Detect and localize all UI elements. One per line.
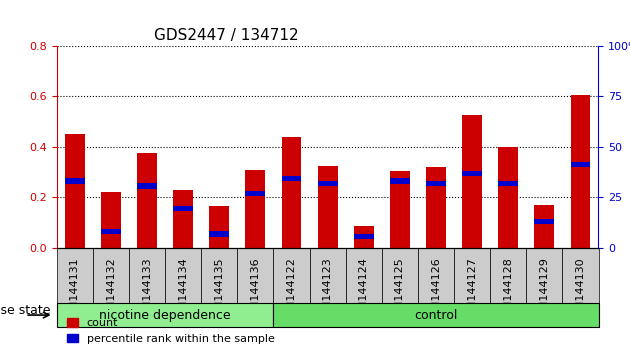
Text: disease state: disease state (0, 304, 50, 317)
Bar (209, 206, 229, 248)
Bar (65, 134, 84, 248)
Bar (65, 178, 84, 184)
Bar (282, 176, 301, 181)
Bar (354, 234, 374, 239)
Bar (101, 229, 121, 234)
Bar (498, 147, 518, 248)
Bar (246, 191, 265, 196)
Bar (137, 153, 157, 248)
Bar (282, 137, 301, 248)
Text: nicotine dependence: nicotine dependence (100, 309, 231, 321)
Bar (318, 181, 338, 186)
Bar (462, 115, 482, 248)
Bar (173, 206, 193, 211)
Bar (209, 231, 229, 237)
Text: GDS2447 / 134712: GDS2447 / 134712 (154, 28, 299, 44)
Bar (426, 167, 446, 248)
Bar (498, 181, 518, 186)
Bar (354, 226, 374, 248)
Bar (462, 171, 482, 176)
Bar (390, 178, 410, 184)
Text: control: control (415, 309, 457, 321)
Bar (426, 181, 446, 186)
Bar (137, 183, 157, 189)
Bar (101, 192, 121, 248)
Bar (571, 162, 590, 167)
Legend: count, percentile rank within the sample: count, percentile rank within the sample (62, 314, 279, 348)
Bar (318, 166, 338, 248)
Bar (390, 171, 410, 248)
Bar (534, 205, 554, 248)
Bar (173, 190, 193, 248)
Bar (534, 218, 554, 224)
Bar (571, 95, 590, 248)
Bar (246, 170, 265, 248)
